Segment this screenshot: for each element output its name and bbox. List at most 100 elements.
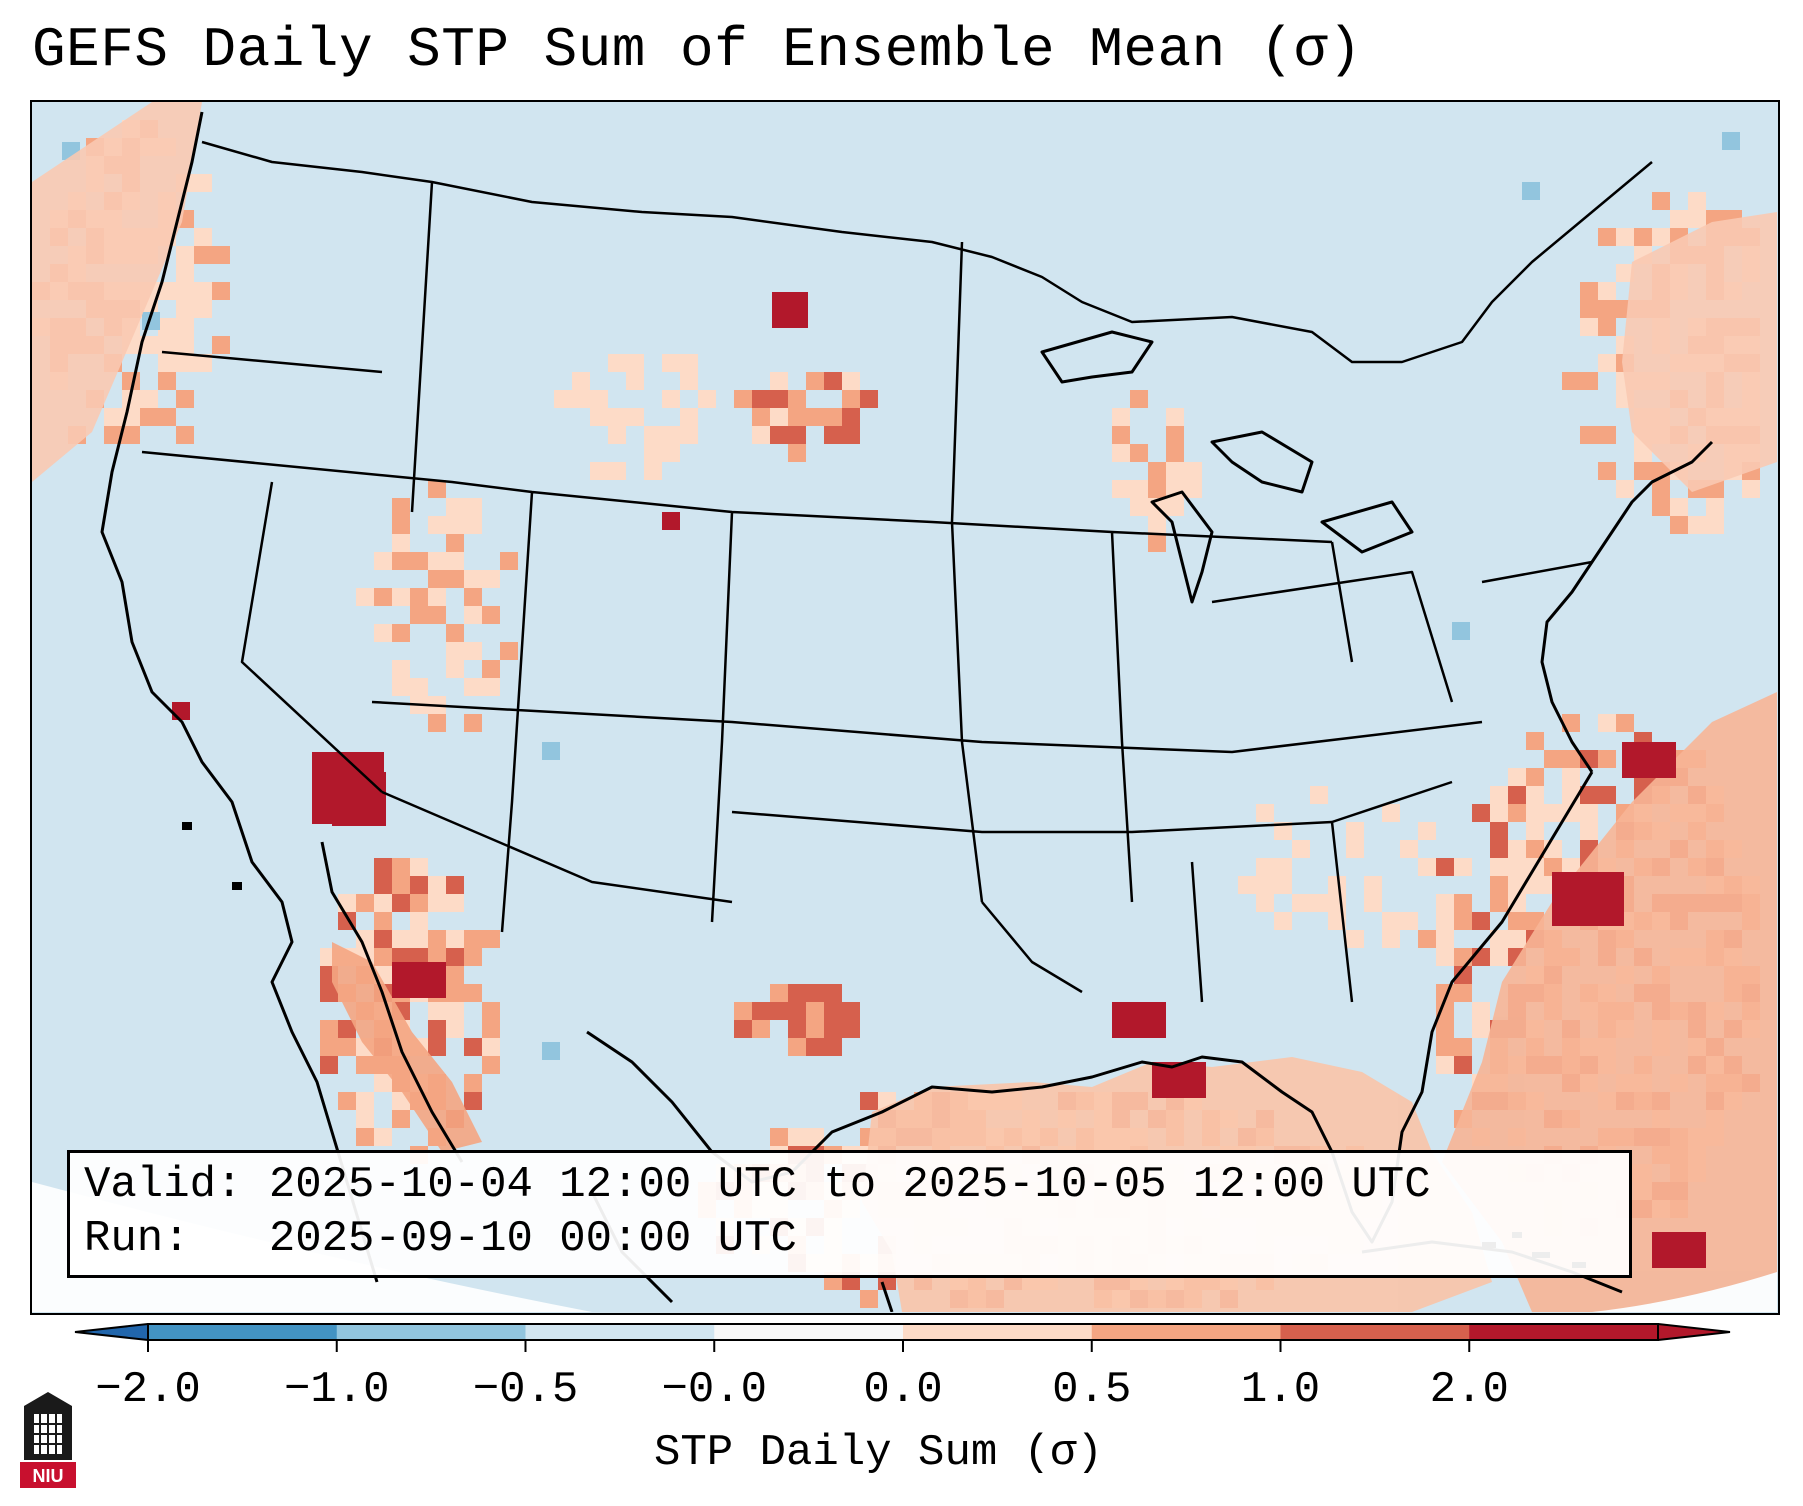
grid-cell bbox=[392, 588, 410, 606]
grid-cell bbox=[554, 390, 572, 408]
grid-cell bbox=[590, 390, 608, 408]
grid-cell bbox=[1418, 858, 1436, 876]
grid-cell bbox=[1580, 282, 1598, 300]
grid-cell bbox=[1112, 426, 1130, 444]
grid-cell bbox=[680, 408, 698, 426]
grid-cell bbox=[1544, 750, 1562, 768]
grid-cell bbox=[1598, 282, 1616, 300]
grid-cell bbox=[482, 1002, 500, 1020]
grid-cell bbox=[482, 570, 500, 588]
grid-cell bbox=[446, 624, 464, 642]
grid-cell bbox=[680, 354, 698, 372]
grid-cell bbox=[356, 1056, 374, 1074]
grid-cell bbox=[1148, 462, 1166, 480]
grid-cell bbox=[122, 426, 140, 444]
grid-cell bbox=[104, 426, 122, 444]
outside-domain-fill bbox=[1592, 1272, 1777, 1312]
grid-cell bbox=[446, 1020, 464, 1038]
grid-cell bbox=[1148, 534, 1166, 552]
grid-cell bbox=[464, 930, 482, 948]
grid-cell bbox=[1490, 894, 1508, 912]
grid-cell bbox=[158, 318, 176, 336]
outside-domain-fill bbox=[32, 1182, 592, 1312]
grid-cell bbox=[1472, 912, 1490, 930]
grid-cell bbox=[356, 930, 374, 948]
grid-cell bbox=[1310, 786, 1328, 804]
colorbar-segment bbox=[525, 1324, 715, 1340]
grid-cell bbox=[590, 462, 608, 480]
grid-cell bbox=[428, 714, 446, 732]
grid-cell bbox=[1580, 786, 1598, 804]
grid-cell-high bbox=[366, 752, 384, 770]
baja-gulf-shading bbox=[332, 942, 482, 1152]
grid-cell bbox=[392, 498, 410, 516]
grid-cell bbox=[770, 1002, 788, 1020]
grid-cell bbox=[1598, 300, 1616, 318]
grid-cell bbox=[1508, 840, 1526, 858]
grid-cell bbox=[806, 1038, 824, 1056]
grid-cell-negative bbox=[542, 1042, 560, 1060]
grid-cell bbox=[356, 1110, 374, 1128]
grid-cell bbox=[1256, 894, 1274, 912]
grid-cell bbox=[194, 246, 212, 264]
grid-cell bbox=[1580, 372, 1598, 390]
grid-cell-high bbox=[312, 752, 330, 770]
grid-cell bbox=[176, 390, 194, 408]
grid-cell bbox=[788, 984, 806, 1002]
grid-cell bbox=[428, 480, 446, 498]
grid-cell bbox=[1130, 480, 1148, 498]
grid-cell bbox=[1490, 786, 1508, 804]
grid-cell bbox=[824, 1038, 842, 1056]
grid-cell bbox=[608, 354, 626, 372]
grid-cell bbox=[626, 372, 644, 390]
grid-cell bbox=[428, 930, 446, 948]
grid-cell-high bbox=[1570, 890, 1588, 908]
grid-cell bbox=[428, 606, 446, 624]
grid-cell bbox=[1436, 948, 1454, 966]
grid-cell bbox=[194, 300, 212, 318]
grid-cell-high bbox=[350, 808, 368, 826]
grid-cell bbox=[446, 876, 464, 894]
grid-cell bbox=[788, 1020, 806, 1038]
grid-cell bbox=[1400, 840, 1418, 858]
grid-cell bbox=[464, 642, 482, 660]
grid-cell bbox=[1256, 804, 1274, 822]
grid-cell bbox=[482, 1056, 500, 1074]
grid-cell bbox=[842, 1002, 860, 1020]
grid-cell bbox=[374, 930, 392, 948]
grid-cell bbox=[788, 1002, 806, 1020]
grid-cell bbox=[374, 912, 392, 930]
grid-cell bbox=[1562, 372, 1580, 390]
shaded-areas bbox=[32, 102, 1777, 1312]
colorbar-tick-label: 0.0 bbox=[863, 1365, 943, 1415]
grid-cell-high bbox=[368, 772, 386, 790]
grid-cell bbox=[842, 426, 860, 444]
grid-cell bbox=[1598, 714, 1616, 732]
grid-cell bbox=[1544, 804, 1562, 822]
grid-cell-high bbox=[1112, 1020, 1130, 1038]
grid-cell bbox=[1436, 1038, 1454, 1056]
grid-cell bbox=[1706, 516, 1724, 534]
grid-cell bbox=[500, 642, 518, 660]
grid-cell bbox=[734, 1002, 752, 1020]
grid-cell bbox=[842, 1020, 860, 1038]
colorbar-segment bbox=[1091, 1324, 1281, 1340]
grid-cell-high bbox=[1658, 760, 1676, 778]
grid-cell bbox=[1328, 894, 1346, 912]
interior-borders bbox=[141, 181, 1593, 1003]
grid-cell bbox=[1346, 822, 1364, 840]
grid-cell bbox=[734, 390, 752, 408]
pacific-coastline bbox=[100, 111, 379, 1283]
grid-cell bbox=[356, 588, 374, 606]
valid-time-text: Valid: 2025-10-04 12:00 UTC to 2025-10-0… bbox=[84, 1160, 1431, 1210]
grid-cell-high bbox=[368, 808, 386, 826]
grid-cell bbox=[1364, 894, 1382, 912]
grid-cell bbox=[374, 588, 392, 606]
grid-cell bbox=[446, 660, 464, 678]
grid-cell bbox=[410, 894, 428, 912]
grid-cell-high bbox=[1688, 1250, 1706, 1268]
grid-cell bbox=[1166, 408, 1184, 426]
grid-cell bbox=[464, 570, 482, 588]
grid-cell bbox=[392, 894, 410, 912]
grid-cell-negative bbox=[1522, 182, 1540, 200]
